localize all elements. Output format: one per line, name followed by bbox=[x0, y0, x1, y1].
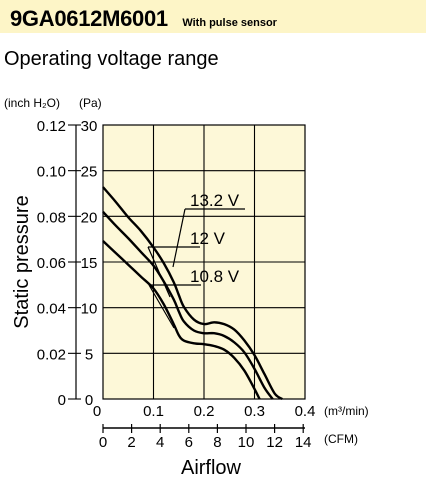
x-tick-label-cfm: 0 bbox=[99, 434, 107, 451]
series-label: 10.8 V bbox=[190, 267, 240, 286]
model-note: With pulse sensor bbox=[182, 17, 277, 29]
y-axis-ticks: 0 0 5 0.02 10 0.04 15 0.06 20 0.08 25 0.10 30 0.12 bbox=[37, 118, 98, 409]
y-tick-label-pa: 15 bbox=[81, 255, 98, 272]
y-tick-label-pa: 20 bbox=[81, 209, 98, 226]
x-tick-label-cfm: 4 bbox=[156, 434, 164, 451]
y-axis-label: Static pressure bbox=[11, 195, 33, 328]
x-tick-label-cfm: 8 bbox=[213, 434, 221, 451]
y-tick-label-inch: 0.02 bbox=[37, 346, 66, 363]
series-line bbox=[102, 186, 283, 401]
y-tick-label-inch: 0.12 bbox=[37, 118, 66, 135]
x-axis-ticks: 0 0.1 0.2 0.3 0.4 0 2 4 6 8 10 12 14 bbox=[93, 403, 316, 451]
series-group: 13.2 V 12 V 10.8 V bbox=[102, 186, 283, 401]
y-unit-left: (inch H₂O) bbox=[4, 96, 60, 110]
y-tick-label-pa: 30 bbox=[81, 118, 98, 135]
chart-subtitle: Operating voltage range bbox=[4, 48, 219, 70]
y-tick-label-inch: 0 bbox=[58, 392, 66, 409]
x-unit-primary: (m³/min) bbox=[324, 404, 369, 418]
y-tick-label-pa: 5 bbox=[85, 346, 93, 363]
x-tick-label-cfm: 2 bbox=[127, 434, 135, 451]
x-unit-secondary: (CFM) bbox=[324, 432, 358, 446]
x-tick-label-m3: 0.3 bbox=[244, 403, 265, 420]
x-tick-label-m3: 0.2 bbox=[194, 403, 215, 420]
y-tick-label-pa: 0 bbox=[85, 392, 93, 409]
y-tick-label-inch: 0.10 bbox=[37, 164, 66, 181]
y-tick-label-pa: 10 bbox=[81, 301, 98, 318]
x-tick-label-cfm: 6 bbox=[185, 434, 193, 451]
series-line bbox=[102, 210, 274, 400]
y-tick-label-pa: 25 bbox=[81, 164, 98, 181]
title-bar: 9GA0612M6001 With pulse sensor bbox=[0, 0, 426, 33]
series-line bbox=[102, 240, 261, 400]
x-tick-label-cfm: 14 bbox=[295, 434, 312, 451]
x-tick-label-cfm: 12 bbox=[266, 434, 283, 451]
model-number: 9GA0612M6001 bbox=[10, 6, 168, 31]
x-tick-label-m3: 0 bbox=[93, 403, 101, 420]
series-label: 12 V bbox=[190, 229, 226, 248]
y-unit-right: (Pa) bbox=[79, 96, 102, 110]
x-tick-label-m3: 0.4 bbox=[295, 403, 316, 420]
series-leader-line bbox=[172, 208, 186, 268]
x-tick-label-m3: 0.1 bbox=[143, 403, 164, 420]
series-leader-line bbox=[147, 246, 171, 298]
x-tick-label-cfm: 10 bbox=[238, 434, 255, 451]
y-tick-label-inch: 0.06 bbox=[37, 255, 66, 272]
x-axis-label: Airflow bbox=[181, 457, 242, 479]
series-leader-line bbox=[148, 284, 175, 329]
y-tick-label-inch: 0.04 bbox=[37, 301, 66, 318]
y-tick-label-inch: 0.08 bbox=[37, 209, 66, 226]
series-label: 13.2 V bbox=[190, 191, 240, 210]
